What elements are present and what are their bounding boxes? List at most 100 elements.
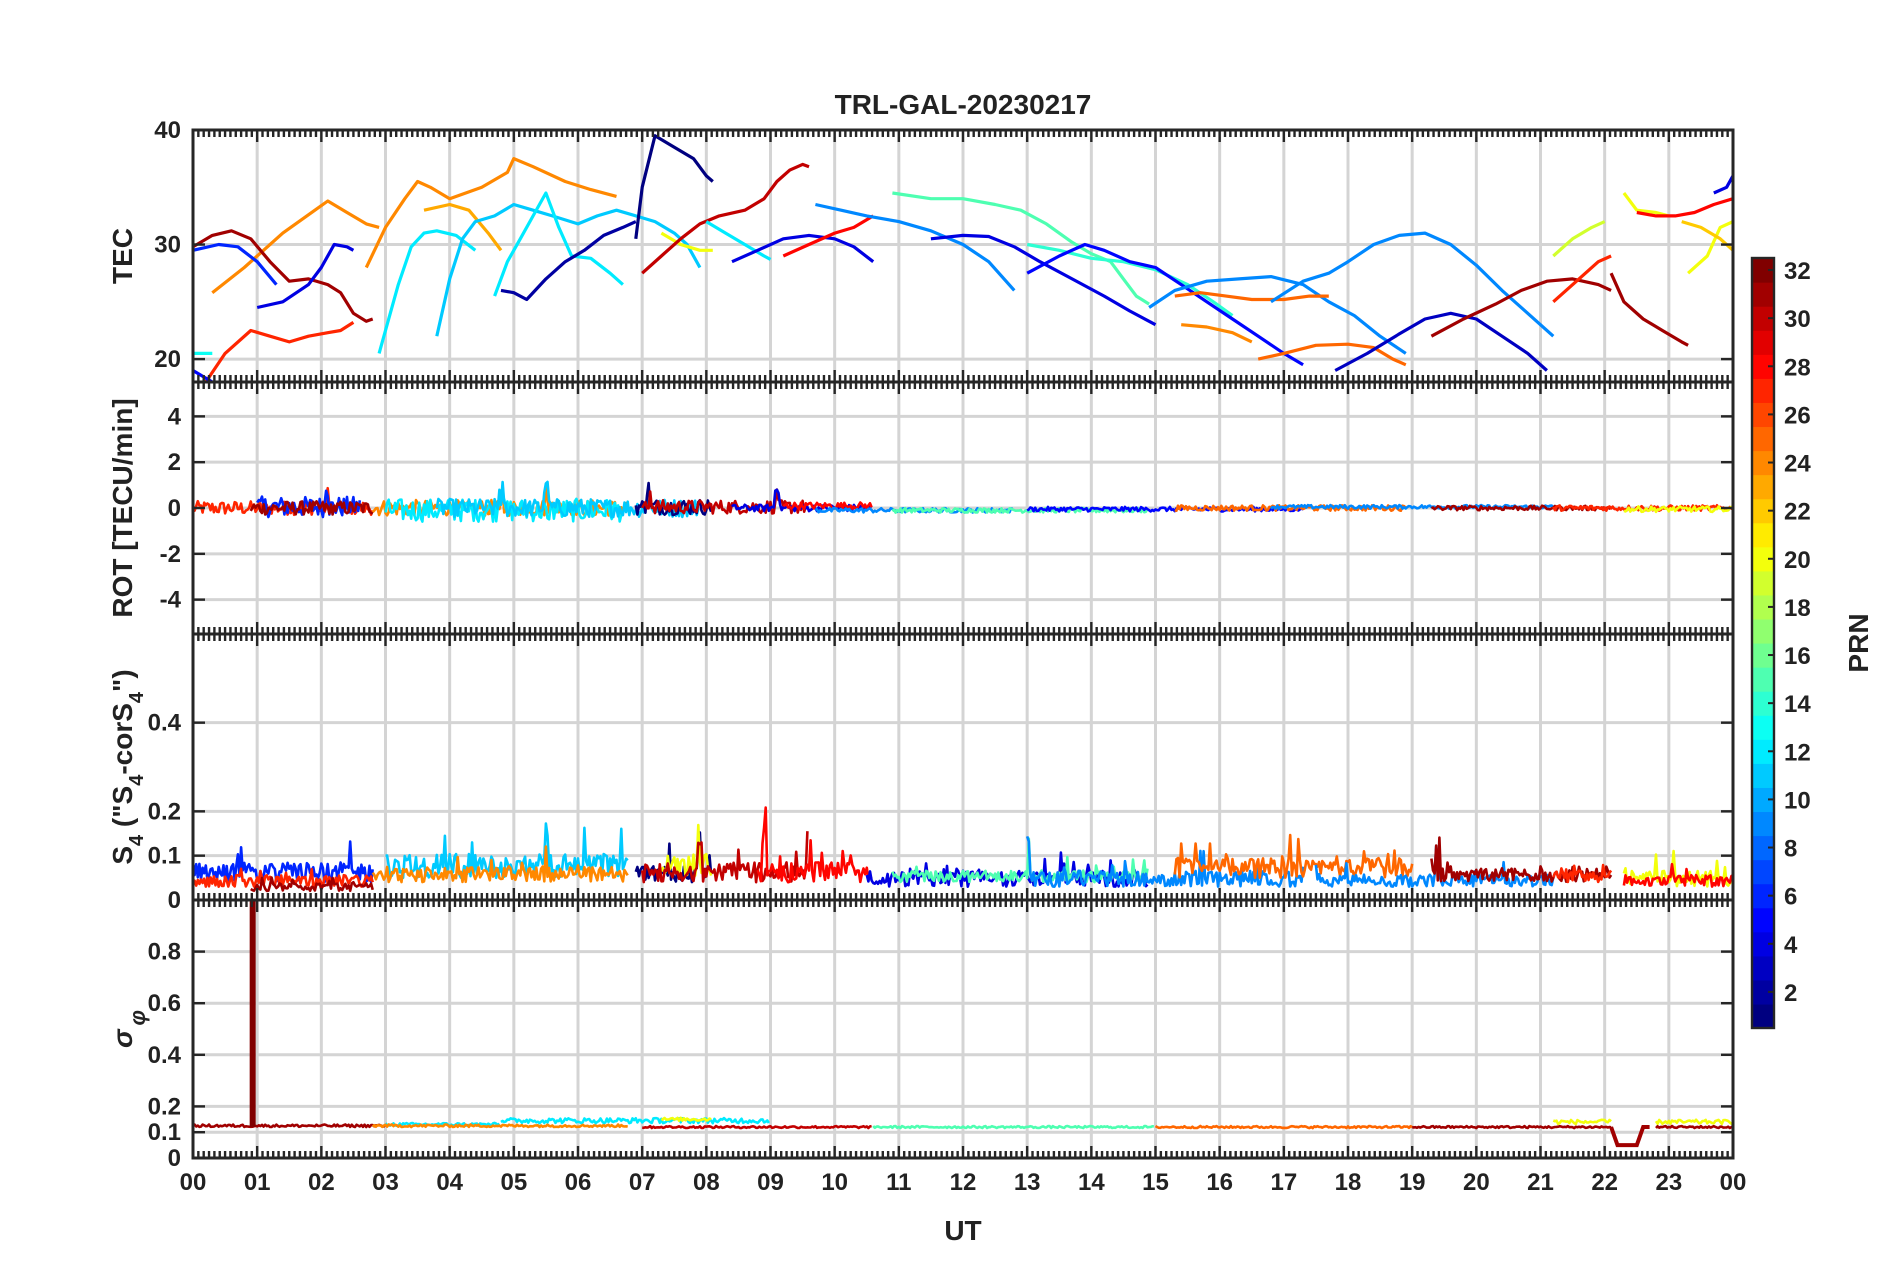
colorbar-segment <box>1752 522 1774 548</box>
x-tick-label: 20 <box>1463 1169 1490 1196</box>
tec-series-prn-31 <box>1430 277 1612 338</box>
tec-series-prn-4 <box>731 233 875 264</box>
colorbar-segment <box>1752 739 1774 764</box>
s4-series-prn-31 <box>250 876 374 893</box>
colorbar-segment <box>1752 618 1774 644</box>
colorbar-tick-label: 8 <box>1784 836 1797 863</box>
y-tick-label-sigma: 0.1 <box>148 1119 181 1146</box>
colorbar-tick-label: 12 <box>1784 739 1811 766</box>
y-axis-label-part: 4 <box>126 691 148 703</box>
colorbar-segment <box>1752 691 1774 716</box>
colorbar-tick-label: 14 <box>1784 691 1811 718</box>
colorbar-segment <box>1752 955 1774 981</box>
tec-series-prn-27 <box>204 321 355 382</box>
colorbar-tick-label: 28 <box>1784 354 1811 381</box>
y-tick-label-s4: 0 <box>168 887 181 914</box>
colorbar-segment <box>1752 498 1774 524</box>
tec-series-prn-14 <box>1026 242 1234 317</box>
tec-series-prn-5 <box>1026 242 1304 367</box>
sigma-series-prn-12 <box>384 1121 501 1128</box>
colorbar-segment <box>1752 282 1774 307</box>
colorbar-tick-label: 20 <box>1784 547 1811 574</box>
colorbar-segment <box>1752 426 1774 452</box>
rot-series-prn-5 <box>1026 505 1305 513</box>
colorbar-segment <box>1752 1003 1774 1029</box>
series-group-sigma <box>193 900 1733 1148</box>
x-tick-label: 03 <box>372 1169 399 1196</box>
y-tick-label-s4: 0.2 <box>148 798 181 825</box>
s4-series-prn-28 <box>1622 862 1733 888</box>
x-tick-label: 06 <box>565 1169 592 1196</box>
chart-title: TRL-GAL-20230217 <box>835 89 1092 120</box>
tec-series-prn-4 <box>930 233 1157 327</box>
s4-series-prn-28 <box>756 806 873 884</box>
tec-series-prn-24 <box>364 157 617 269</box>
tec-series-prn-9 <box>1270 231 1555 338</box>
tec-series-prn-24 <box>1181 323 1253 344</box>
rot-series-prn-9 <box>1270 503 1555 510</box>
y-tick-label-sigma: 0.4 <box>148 1042 182 1069</box>
x-tick-label: 23 <box>1655 1169 1682 1196</box>
x-tick-label: 10 <box>821 1169 848 1196</box>
tec-series-prn-31 <box>193 229 374 323</box>
colorbar-tick-label: 2 <box>1784 980 1797 1007</box>
x-tick-label: 13 <box>1014 1169 1041 1196</box>
colorbar-frame <box>1750 256 1776 1030</box>
colorbar-tick-label: 10 <box>1784 787 1811 814</box>
x-tick-label: 00 <box>1720 1169 1747 1196</box>
tec-series-prn-20 <box>1687 220 1733 275</box>
colorbar-segment <box>1752 715 1774 740</box>
colorbar-segment <box>1752 835 1774 861</box>
rot-series-prn-20 <box>1623 505 1733 514</box>
y-tick-label-sigma: 0.6 <box>148 990 181 1017</box>
tec-series-prn-20 <box>1622 192 1670 218</box>
colorbar-segment <box>1752 402 1774 428</box>
colorbar-tick-label: 26 <box>1784 402 1811 429</box>
colorbar-segment <box>1752 763 1774 788</box>
sigma-series-prn-20 <box>1552 1118 1612 1126</box>
x-tick-label: 21 <box>1527 1169 1554 1196</box>
y-axis-label-sigma: σφ <box>107 1010 150 1048</box>
tec-series-prn-9 <box>1148 275 1407 355</box>
colorbar-segment <box>1752 354 1774 379</box>
x-tick-label: 07 <box>629 1169 656 1196</box>
tec-series-prn-4 <box>1713 175 1733 195</box>
sigma-series-prn-30 <box>642 1124 872 1130</box>
y-axis-label-part: -corS <box>107 703 138 775</box>
sigma-series-prn-31 <box>1412 1124 1612 1130</box>
tec-series-prn-28 <box>782 214 875 258</box>
colorbar-tick-label: 6 <box>1784 884 1797 911</box>
s4-series-prn-25 <box>1173 833 1414 880</box>
colorbar-label: PRN <box>1843 613 1874 672</box>
y-tick-label-tec: 40 <box>154 117 181 144</box>
x-tick-label: 09 <box>757 1169 784 1196</box>
tec-series-prn-28 <box>1636 197 1733 218</box>
sigma-series-prn-15 <box>872 1124 1154 1130</box>
tec-series-prn-27 <box>1552 254 1612 303</box>
y-axis-label-sigma-main: σ <box>107 1028 138 1048</box>
colorbar-tick-label: 30 <box>1784 306 1811 333</box>
y-tick-label-s4: 0.1 <box>148 843 181 870</box>
y-tick-label-rot: 4 <box>168 403 182 430</box>
tec-series-prn-31 <box>1609 272 1689 347</box>
tec-series-prn-12 <box>493 191 624 297</box>
colorbar-segment <box>1752 859 1774 885</box>
tec-series-prn-4 <box>256 242 355 310</box>
x-tick-label: 19 <box>1399 1169 1426 1196</box>
colorbar-segment <box>1752 667 1774 692</box>
s4-series-prn-6 <box>193 840 374 884</box>
tec-series-prn-3 <box>1334 311 1548 372</box>
s4-series-prn-20 <box>1622 849 1733 888</box>
x-tick-label: 00 <box>180 1169 207 1196</box>
x-tick-label: 17 <box>1270 1169 1297 1196</box>
y-tick-label-sigma: 0.2 <box>148 1093 181 1120</box>
colorbar-segment <box>1752 258 1774 283</box>
x-tick-label: 15 <box>1142 1169 1169 1196</box>
panel-sigma: 00.10.2 0.4 0.6 0.8 σφ 00 01 02 03 04 05 06 07 08 09 10… <box>107 898 1747 1196</box>
sigma-series-prn-25 <box>1154 1124 1413 1130</box>
y-tick-label-rot: -2 <box>160 541 181 568</box>
y-tick-label-rot: -4 <box>160 587 182 614</box>
